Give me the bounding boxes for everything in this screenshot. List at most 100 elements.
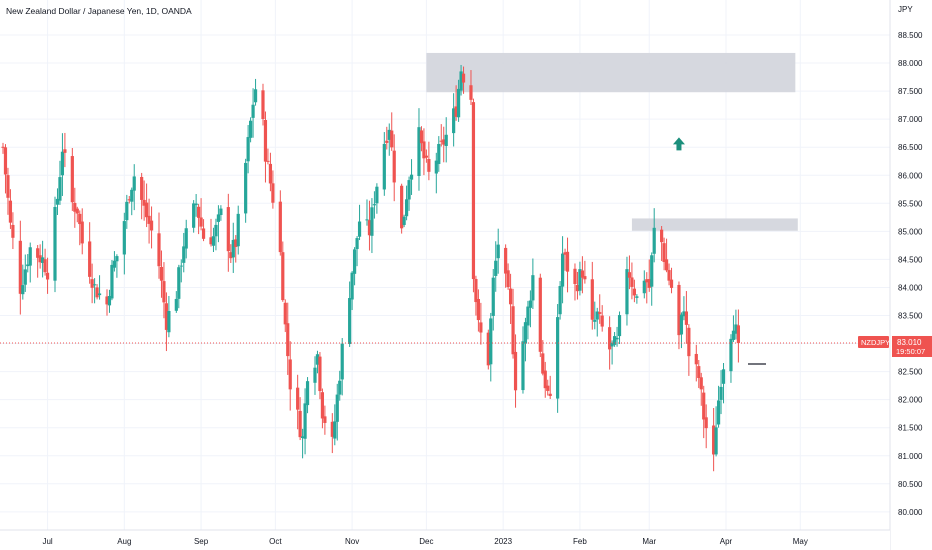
candle: [635, 294, 639, 304]
candle-body: [702, 392, 706, 420]
candle: [278, 190, 282, 256]
candle: [476, 289, 481, 332]
candle-body: [249, 120, 253, 138]
candle-body: [3, 147, 8, 175]
candle: [21, 264, 25, 300]
candle-body: [263, 120, 268, 162]
candle-body: [714, 427, 718, 455]
candle-body: [454, 106, 458, 117]
candle-body: [612, 336, 617, 345]
candle-body: [632, 288, 636, 296]
time-tick-label: Aug: [117, 537, 131, 546]
candle-body: [201, 228, 206, 239]
candle: [110, 260, 114, 301]
candle: [41, 240, 45, 278]
candle-body: [469, 85, 473, 100]
candle: [266, 148, 270, 165]
candle: [201, 219, 206, 242]
candle: [731, 315, 736, 343]
candle: [461, 66, 466, 94]
candle: [625, 256, 629, 326]
candle: [387, 123, 391, 156]
candle-body: [625, 269, 629, 315]
time-tick-label: Jul: [42, 537, 52, 546]
candle-body: [385, 140, 389, 143]
chart-overlays: [0, 137, 890, 365]
price-tick-label: 83.500: [898, 312, 923, 321]
candle-body: [281, 252, 285, 301]
candle: [93, 278, 97, 304]
candle-body: [365, 219, 369, 221]
candle-body: [140, 176, 144, 200]
candle: [179, 259, 183, 283]
candle-body: [652, 227, 656, 254]
candle-body: [541, 353, 545, 374]
time-tick-label: Mar: [642, 537, 656, 546]
candle-body: [556, 317, 560, 399]
candle: [687, 324, 691, 376]
candle: [627, 255, 632, 290]
candle: [219, 205, 223, 221]
candle: [197, 203, 201, 235]
candle-body: [244, 162, 248, 214]
candle-body: [197, 206, 201, 218]
candle-body: [268, 163, 273, 184]
last-price-badge[interactable]: [892, 335, 932, 357]
candle-body: [635, 296, 639, 298]
candle-body: [417, 127, 421, 176]
candle: [70, 148, 74, 211]
candle: [702, 385, 706, 439]
candle: [375, 183, 379, 214]
candle-body: [590, 279, 594, 320]
price-tick-label: 88.000: [898, 59, 923, 68]
price-tick-label: 82.000: [898, 396, 923, 405]
candle: [45, 257, 50, 294]
candle: [580, 256, 584, 294]
time-tick-label: Feb: [573, 537, 587, 546]
candle: [494, 241, 498, 292]
candle: [712, 407, 716, 472]
time-axis[interactable]: Jul Aug Sep Oct Nov Dec 2023 Feb Mar Apr May: [0, 529, 890, 550]
candle: [352, 247, 357, 286]
candle-body: [650, 255, 654, 287]
candle-body: [266, 160, 270, 162]
ticker-badge: [858, 335, 889, 348]
candle: [679, 312, 684, 349]
candle-body: [402, 216, 406, 225]
candle: [704, 404, 708, 449]
candle-body: [664, 259, 669, 271]
price-tick-label: 86.000: [898, 171, 923, 180]
candle-body: [538, 277, 542, 352]
candle: [288, 341, 292, 411]
candle-body: [400, 185, 404, 229]
candle-body: [491, 277, 495, 316]
candle-body: [352, 249, 357, 274]
price-axis[interactable]: JPY 88.500 88.000 87.500 87.000 86.500 86.000 8…: [858, 0, 932, 550]
candle-body: [348, 298, 352, 344]
candle: [528, 290, 532, 328]
candle-body: [350, 272, 354, 300]
candle: [459, 64, 463, 96]
candle-body: [370, 207, 374, 236]
candle: [234, 235, 238, 263]
candle: [97, 275, 102, 300]
candle: [199, 198, 203, 231]
candle: [365, 199, 369, 226]
candle: [296, 374, 300, 430]
candle: [88, 222, 92, 284]
candle-body: [504, 247, 508, 274]
candle-body: [679, 314, 684, 335]
candle-body: [177, 267, 181, 299]
candle-body: [669, 279, 674, 288]
candle-body: [598, 312, 602, 314]
price-axis-currency: JPY: [898, 5, 913, 14]
candle-body: [271, 183, 275, 203]
candle-body: [182, 246, 186, 263]
candle: [382, 132, 386, 196]
candle-body: [459, 71, 463, 91]
candle: [147, 198, 151, 244]
candle: [422, 128, 426, 176]
candle: [11, 212, 15, 250]
candle: [323, 405, 327, 435]
